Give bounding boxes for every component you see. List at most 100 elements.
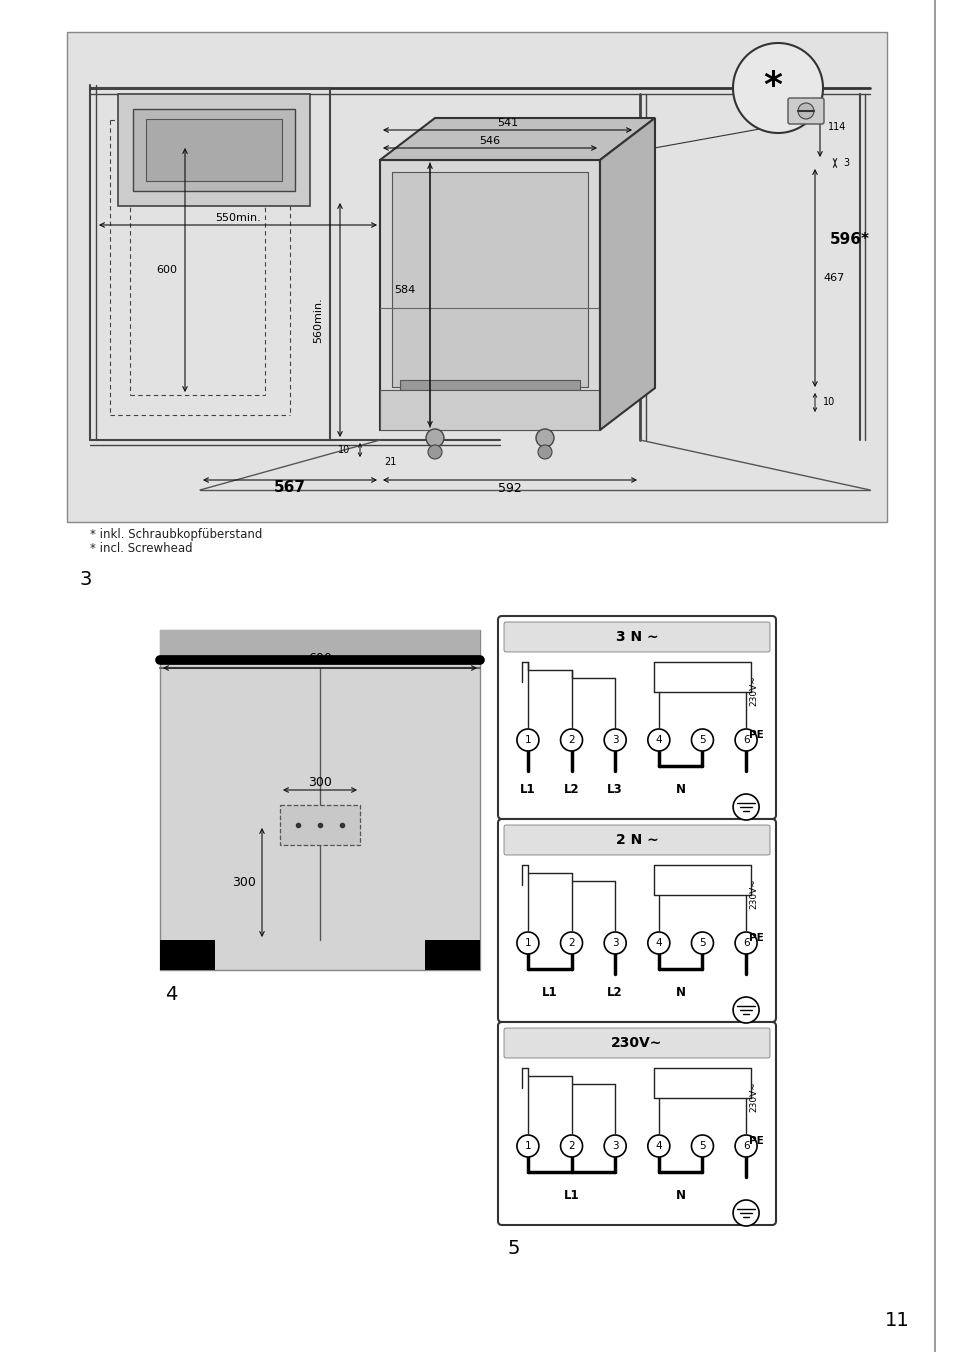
- Text: PE: PE: [748, 1136, 763, 1146]
- Text: 584: 584: [394, 285, 415, 295]
- Bar: [67, 32, 886, 522]
- FancyBboxPatch shape: [497, 819, 775, 1022]
- Circle shape: [691, 932, 713, 955]
- Text: L1: L1: [563, 1188, 578, 1202]
- Text: 596*: 596*: [829, 233, 869, 247]
- FancyBboxPatch shape: [787, 97, 823, 124]
- Text: 230V~: 230V~: [749, 675, 758, 706]
- Text: 600: 600: [308, 652, 332, 664]
- Text: 10: 10: [822, 397, 835, 407]
- Circle shape: [647, 1134, 669, 1157]
- Bar: [399, 380, 579, 389]
- Text: 546: 546: [479, 137, 500, 146]
- Text: 11: 11: [884, 1311, 909, 1330]
- Text: 3: 3: [611, 735, 618, 745]
- Text: 3: 3: [611, 938, 618, 948]
- FancyBboxPatch shape: [503, 1028, 769, 1059]
- Text: N: N: [675, 1188, 685, 1202]
- Text: L3: L3: [607, 783, 622, 796]
- FancyBboxPatch shape: [503, 622, 769, 652]
- Circle shape: [603, 729, 625, 750]
- Circle shape: [603, 1134, 625, 1157]
- Text: 4: 4: [655, 938, 661, 948]
- Text: 3: 3: [842, 158, 848, 168]
- Circle shape: [428, 445, 441, 458]
- Bar: [160, 630, 479, 660]
- Polygon shape: [379, 118, 655, 160]
- Text: N: N: [675, 783, 685, 796]
- FancyBboxPatch shape: [497, 617, 775, 819]
- Text: 2: 2: [568, 735, 575, 745]
- Text: 592: 592: [497, 481, 521, 495]
- Circle shape: [517, 1134, 538, 1157]
- Text: 2: 2: [568, 938, 575, 948]
- Text: 5: 5: [699, 938, 705, 948]
- Bar: [160, 630, 479, 969]
- Bar: [392, 172, 587, 387]
- Polygon shape: [599, 118, 655, 430]
- Circle shape: [647, 729, 669, 750]
- Text: 4: 4: [165, 986, 177, 1005]
- Text: 467: 467: [822, 273, 843, 283]
- Text: 4: 4: [655, 735, 661, 745]
- FancyBboxPatch shape: [497, 1022, 775, 1225]
- Text: L2: L2: [563, 783, 578, 796]
- Text: PE: PE: [748, 730, 763, 740]
- Text: PE: PE: [748, 933, 763, 942]
- Circle shape: [647, 932, 669, 955]
- Circle shape: [560, 932, 582, 955]
- Text: 560min.: 560min.: [313, 297, 323, 343]
- Circle shape: [691, 729, 713, 750]
- Bar: [424, 940, 479, 969]
- Text: 1: 1: [524, 735, 531, 745]
- Text: 300: 300: [308, 776, 332, 788]
- Text: L1: L1: [519, 783, 536, 796]
- Circle shape: [426, 429, 443, 448]
- Text: 5: 5: [699, 1141, 705, 1151]
- Text: * incl. Screwhead: * incl. Screwhead: [90, 542, 193, 556]
- Circle shape: [735, 1134, 757, 1157]
- Circle shape: [603, 932, 625, 955]
- Bar: [118, 95, 310, 206]
- Text: 5: 5: [699, 735, 705, 745]
- Circle shape: [517, 932, 538, 955]
- Bar: [280, 804, 359, 845]
- Text: L1: L1: [541, 986, 557, 999]
- Text: 21: 21: [383, 457, 395, 466]
- Text: *: *: [762, 69, 781, 103]
- Bar: [160, 940, 214, 969]
- Text: * inkl. Schraubkopfüberstand: * inkl. Schraubkopfüberstand: [90, 529, 262, 541]
- Text: 567: 567: [274, 480, 306, 495]
- Circle shape: [797, 103, 813, 119]
- Text: N: N: [675, 986, 685, 999]
- Text: 10: 10: [337, 445, 350, 456]
- Circle shape: [732, 43, 822, 132]
- FancyBboxPatch shape: [503, 825, 769, 854]
- Text: 3 N ∼: 3 N ∼: [615, 630, 658, 644]
- Text: 2 N ∼: 2 N ∼: [615, 833, 658, 846]
- Text: L2: L2: [607, 986, 622, 999]
- Circle shape: [560, 729, 582, 750]
- Circle shape: [735, 729, 757, 750]
- Circle shape: [735, 932, 757, 955]
- Text: 3: 3: [611, 1141, 618, 1151]
- Bar: [379, 160, 599, 430]
- Text: 1: 1: [524, 1141, 531, 1151]
- Circle shape: [560, 1134, 582, 1157]
- Circle shape: [691, 1134, 713, 1157]
- Text: 6: 6: [742, 1141, 749, 1151]
- Bar: [146, 119, 282, 181]
- Text: 230V~: 230V~: [749, 879, 758, 909]
- Bar: [379, 389, 599, 430]
- Text: 2: 2: [568, 1141, 575, 1151]
- Text: 4: 4: [655, 1141, 661, 1151]
- Text: 6: 6: [742, 938, 749, 948]
- Circle shape: [732, 996, 759, 1023]
- Text: 1: 1: [524, 938, 531, 948]
- Text: 3: 3: [80, 571, 92, 589]
- Circle shape: [732, 794, 759, 821]
- Circle shape: [536, 429, 554, 448]
- Text: 300: 300: [232, 876, 255, 890]
- Text: 6: 6: [742, 735, 749, 745]
- Text: 230V∼: 230V∼: [611, 1036, 662, 1051]
